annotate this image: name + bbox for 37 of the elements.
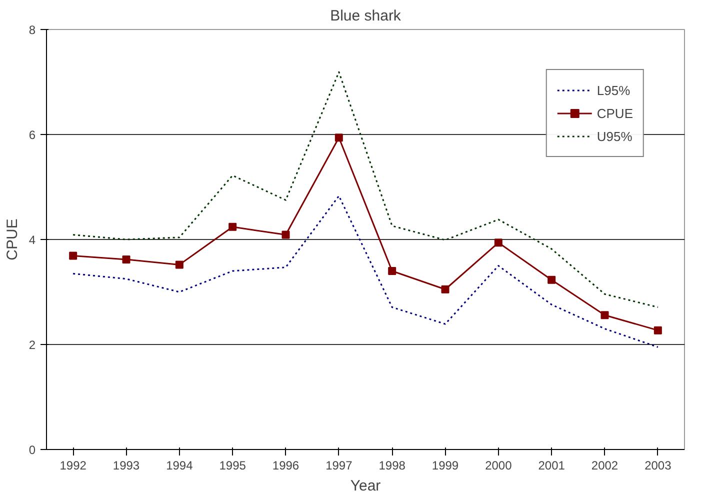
x-tick-label: 2001 [538, 458, 566, 472]
x-tick-label: 1994 [166, 458, 194, 472]
point [69, 252, 78, 260]
x-tick-label: 2003 [644, 458, 672, 472]
point [122, 255, 130, 264]
point [494, 238, 502, 247]
chart-title: Blue shark [330, 8, 402, 24]
point [388, 267, 396, 275]
x-tick-label: 1995 [219, 458, 246, 472]
point [441, 285, 450, 294]
y-tick-label: 8 [28, 23, 36, 37]
y-tick-label: 2 [28, 338, 36, 352]
y-tick-label: 0 [28, 443, 36, 457]
x-axis-title: Year [350, 478, 381, 494]
x-tick-label: 2002 [591, 458, 618, 472]
point [600, 311, 609, 320]
legend-label: U95% [596, 128, 632, 144]
x-tick-label: 1997 [326, 458, 353, 472]
line-series [72, 195, 659, 348]
x-tick-label: 2000 [485, 458, 512, 472]
point [175, 260, 184, 269]
y-axis-title: CPUE [4, 218, 21, 260]
point [282, 230, 290, 239]
point [334, 134, 343, 142]
x-tick-label: 1999 [432, 458, 459, 472]
point [654, 326, 662, 334]
legend-label: CPUE [596, 106, 633, 120]
y-tick-label: 6 [28, 128, 36, 142]
x-tick-label: 1996 [272, 458, 300, 472]
x-tick-label: 1993 [112, 458, 140, 472]
legend-label: L95% [596, 82, 630, 98]
x-tick-label: 1998 [378, 458, 406, 472]
y-tick-label: 4 [28, 233, 36, 247]
line-series [72, 71, 659, 308]
x-tick-label: 1992 [60, 458, 87, 472]
point [548, 276, 556, 284]
point [228, 222, 237, 231]
